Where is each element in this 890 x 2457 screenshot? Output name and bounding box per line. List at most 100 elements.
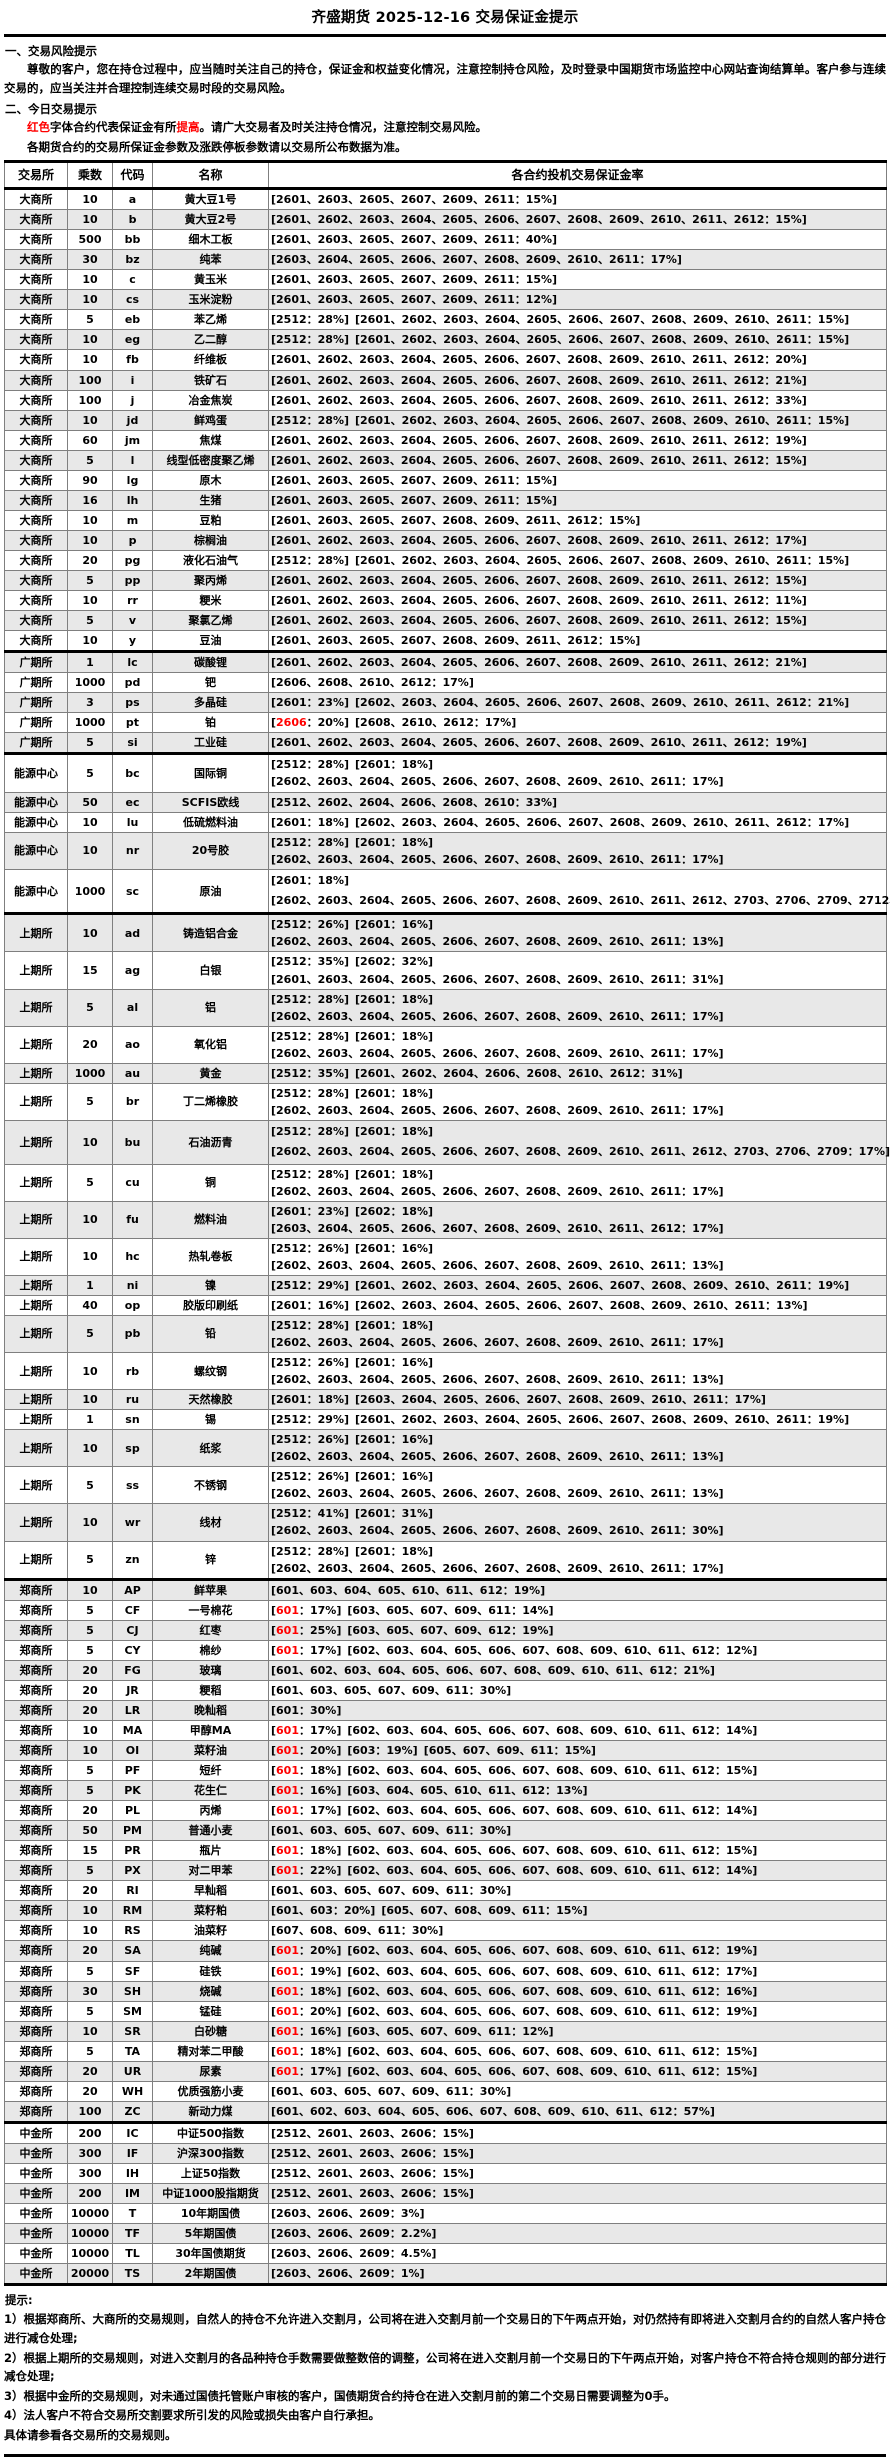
cell-multiplier: 10 xyxy=(67,1920,113,1942)
table-row: 上期所 5 br 丁二烯橡胶 [2512：28%] [2601：18%] [2602、260… xyxy=(4,1082,887,1121)
table-row: 能源中心 50 ec SCFIS欧线 [2512、2602、2604、2606、2608… xyxy=(4,791,887,813)
cell-margin-rates: [2512：26%] [2601：16%] [2602、2603、2604、2605… xyxy=(268,1237,887,1276)
cell-name: 铝 xyxy=(152,988,269,1027)
cell-name: 线型低密度聚乙烯 xyxy=(152,449,269,471)
cell-name: 聚丙烯 xyxy=(152,569,269,592)
cell-name: 黄大豆2号 xyxy=(152,209,269,231)
table-row: 大商所 10 p 棕榈油 [2601、2602、2603、2604、2605、2606、… xyxy=(4,529,887,551)
margin-rate-segment: [601：25%] xyxy=(271,1623,342,1637)
margin-rate-segment: [2602、2603、2604、2605、2606、2607、2608、2609… xyxy=(271,1145,890,1159)
margin-rate-segment: [2512：28%] xyxy=(271,1318,349,1332)
highlighted-contract-month: 601 xyxy=(276,1743,299,1757)
table-row: 郑商所 50 PM 普通小麦 [601、603、605、607、609、611：30%] xyxy=(4,1820,887,1842)
margin-rate-segment: [2601、2603、2605、2607、2609、2611：15%] xyxy=(271,473,558,487)
margin-rate-segment: [602、603、604、605、606、607、608、609、610、611… xyxy=(347,2064,758,2078)
cell-name: 氧化铝 xyxy=(152,1025,269,1064)
cell-margin-rates: [2512、2601、2603、2606：15%] xyxy=(268,2183,887,2205)
cell-name: 锰硅 xyxy=(152,2000,269,2022)
cell-code: a xyxy=(112,188,153,211)
cell-exchange: 中金所 xyxy=(4,2203,68,2225)
cell-margin-rates: [2512：35%] [2602：32%] [2601、2603、2604、2605… xyxy=(268,951,887,990)
cell-multiplier: 10 xyxy=(67,1200,113,1239)
margin-rate-segment: [2602、2603、2604、2605、2606、2607、2608、2609… xyxy=(271,894,890,908)
tip-item: 具体请参看各交易所的交易规则。 xyxy=(4,2428,177,2442)
table-row: 郑商所 10 SR 白砂糖 [601：16%] [603、605、607、609、611：… xyxy=(4,2020,887,2042)
margin-rate-segment: [2601：18%] xyxy=(355,1124,433,1138)
cell-multiplier: 16 xyxy=(67,489,113,511)
cell-name: 生猪 xyxy=(152,489,269,511)
bottom-rule xyxy=(4,2453,886,2457)
margin-rate-table: 交易所 乘数 代码 名称 各合约投机交易保证金率 大商所 10 a 黄大豆1号 [260… xyxy=(4,159,890,2287)
cell-code: eb xyxy=(112,309,153,331)
cell-multiplier: 10 xyxy=(67,1503,113,1542)
cell-margin-rates: [601：30%] xyxy=(268,1699,887,1721)
cell-exchange: 能源中心 xyxy=(4,831,68,870)
cell-margin-rates: [2601、2603、2605、2607、2609、2611：40%] xyxy=(268,229,887,251)
cell-multiplier: 10 xyxy=(67,630,113,654)
table-row: 大商所 5 eb 苯乙烯 [2512：28%] [2601、2602、2603、2604、… xyxy=(4,309,887,331)
cell-name: 冶金焦炭 xyxy=(152,389,269,411)
cell-multiplier: 300 xyxy=(67,2142,113,2164)
cell-code: pt xyxy=(112,712,153,734)
margin-rate-segment: [2601、2602、2603、2604、2605、2606、2607、2608… xyxy=(271,573,807,587)
cell-name: 纸浆 xyxy=(152,1429,269,1468)
margin-rate-segment: [601、602、603、604、605、606、607、608、609、610… xyxy=(271,1663,715,1677)
cell-margin-rates: [601：20%] [602、603、604、605、606、607、608、60… xyxy=(268,1940,887,1962)
highlighted-contract-month: 601 xyxy=(276,1984,299,1998)
cell-name: 豆油 xyxy=(152,630,269,654)
table-row: 郑商所 20 FG 玻璃 [601、602、603、604、605、606、607、60… xyxy=(4,1659,887,1681)
table-row: 广期所 5 si 工业硅 [2601、2602、2603、2604、2605、2606、… xyxy=(4,732,887,756)
cell-name: 白砂糖 xyxy=(152,2020,269,2042)
cell-margin-rates: [601、603、605、607、609、611：30%] xyxy=(268,2080,887,2102)
table-row: 郑商所 15 PR 瓶片 [601：18%] [602、603、604、605、606、6… xyxy=(4,1840,887,1862)
margin-rate-segment: [602、603、604、605、606、607、608、609、610、611… xyxy=(347,1764,758,1778)
cell-name: 菜籽油 xyxy=(152,1739,269,1762)
tip-item: 2）根据上期所的交易规则，对进入交割月的各品种持仓手数需要做整数倍的调整，公司将… xyxy=(4,2350,886,2384)
cell-multiplier: 50 xyxy=(67,1820,113,1842)
cell-margin-rates: [2601、2602、2603、2604、2605、2606、2607、2608… xyxy=(268,569,887,592)
cell-exchange: 广期所 xyxy=(4,712,68,734)
margin-rate-segment: [602、603、604、605、606、607、608、609、610、611… xyxy=(347,1864,758,1878)
cell-exchange: 上期所 xyxy=(4,1389,68,1411)
margin-rate-segment: [2601：16%] xyxy=(355,1356,433,1370)
margin-rate-segment: [601：16%] xyxy=(271,1784,342,1798)
margin-rate-segment: [601：17%] xyxy=(271,2064,342,2078)
cell-exchange: 郑商所 xyxy=(4,1800,68,1822)
cell-multiplier: 10 xyxy=(67,1900,113,1922)
margin-rate-segment: [2512、2601、2603、2606：15%] xyxy=(271,2187,474,2201)
cell-code: SF xyxy=(112,1960,153,1982)
cell-code: pp xyxy=(112,569,153,592)
highlighted-contract-month: 601 xyxy=(276,1944,299,1958)
cell-code: au xyxy=(112,1062,153,1084)
cell-code: wr xyxy=(112,1503,153,1542)
margin-rate-segment: [601：18%] xyxy=(271,1984,342,1998)
cell-code: fb xyxy=(112,349,153,371)
cell-multiplier: 1 xyxy=(67,1274,113,1296)
cell-exchange: 郑商所 xyxy=(4,1760,68,1782)
cell-code: ag xyxy=(112,951,153,990)
table-row: 郑商所 20 WH 优质强筋小麦 [601、603、605、607、609、611：30… xyxy=(4,2080,887,2102)
table-row: 大商所 10 cs 玉米淀粉 [2601、2603、2605、2607、2609、261… xyxy=(4,289,887,311)
cell-name: 国际铜 xyxy=(152,753,269,793)
cell-name: 低硫燃料油 xyxy=(152,811,269,833)
risk-notice-heading: 一、交易风险提示 xyxy=(5,44,97,58)
cell-name: 丁二烯橡胶 xyxy=(152,1082,269,1121)
cell-exchange: 广期所 xyxy=(4,651,68,674)
cell-multiplier: 20 xyxy=(67,2080,113,2102)
cell-margin-rates: [2603、2606、2609：3%] xyxy=(268,2203,887,2225)
cell-code: l xyxy=(112,449,153,471)
cell-name: 晚籼稻 xyxy=(152,1699,269,1721)
cell-margin-rates: [2601、2602、2603、2604、2605、2606、2607、2608… xyxy=(268,590,887,612)
cell-margin-rates: [2601、2602、2603、2604、2605、2606、2607、2608… xyxy=(268,529,887,551)
table-row: 大商所 10 eg 乙二醇 [2512：28%] [2601、2602、2603、2604… xyxy=(4,329,887,351)
margin-rate-segment: [2512：28%] xyxy=(271,553,349,567)
table-row: 上期所 10 hc 热轧卷板 [2512：26%] [2601：16%] [2602、260… xyxy=(4,1237,887,1276)
margin-rate-segment: [602、603、604、605、606、607、608、609、610、611… xyxy=(347,1804,758,1818)
table-row: 大商所 10 b 黄大豆2号 [2601、2602、2603、2604、2605、260… xyxy=(4,209,887,231)
cell-margin-rates: [2512、2601、2603、2606：15%] xyxy=(268,2121,887,2144)
margin-rate-segment: [2512、2602、2604、2606、2608、2610：33%] xyxy=(271,795,558,809)
cell-margin-rates: [2512：26%] [2601：16%] [2602、2603、2604、2605… xyxy=(268,913,887,953)
table-row: 上期所 10 sp 纸浆 [2512：26%] [2601：16%] [2602、2603、… xyxy=(4,1429,887,1468)
cell-margin-rates: [2601：18%] [2602、2603、2604、2605、2606、2607… xyxy=(268,811,887,833)
